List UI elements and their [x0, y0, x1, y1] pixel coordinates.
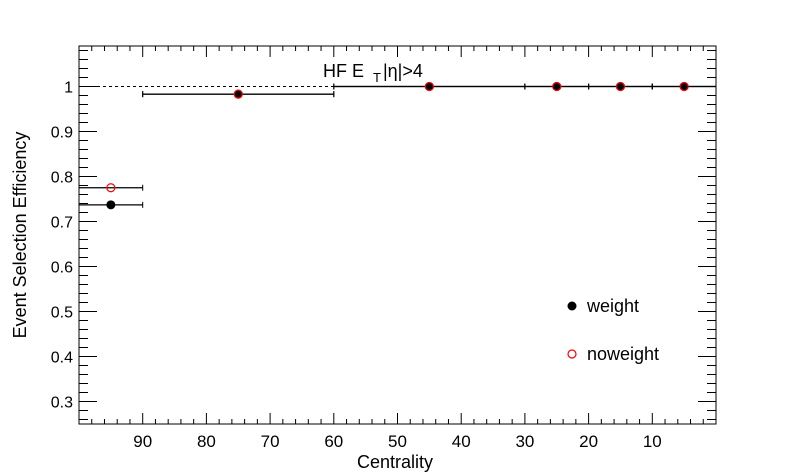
x-tick-label: 20	[579, 432, 598, 451]
data-point	[106, 183, 116, 193]
y-tick-label: 0.8	[51, 170, 73, 187]
series-noweight	[78, 81, 717, 193]
y-tick-label: 0.9	[51, 125, 73, 142]
data-point	[615, 81, 626, 92]
x-tick-label: 30	[515, 432, 534, 451]
plot-frame	[78, 45, 717, 425]
legend-marker-noweight	[567, 349, 577, 359]
x-tick-label: 70	[261, 432, 280, 451]
data-point	[424, 81, 434, 92]
legend-label-noweight: noweight	[587, 344, 659, 364]
y-tick-label: 0.5	[51, 305, 73, 322]
legend: weight noweight	[567, 296, 659, 364]
data-point	[233, 89, 243, 99]
series-weight	[78, 82, 717, 210]
x-tick-label: 80	[197, 432, 216, 451]
chart-title-main: HF E	[323, 61, 364, 81]
y-axis-label: Event Selection Efficiency	[10, 132, 30, 339]
y-tick-label: 0.7	[51, 215, 73, 232]
plot-area: 90 80 70 60 50 40 30 20 10 0.3 0.4 0.5 0.6 0.7 0.8 0.9…	[51, 45, 717, 451]
series-group	[78, 81, 717, 210]
y-tick-label: 0.4	[51, 350, 73, 367]
x-axis-ticks: 90 80 70 60 50 40 30 20 10	[91, 46, 704, 451]
chart-title-suffix: |η|>4	[383, 61, 423, 81]
data-point	[552, 81, 562, 92]
y-tick-label: 1	[64, 80, 73, 97]
chart-title: HF E T |η|>4	[323, 61, 423, 85]
x-tick-label: 60	[324, 432, 343, 451]
legend-label-weight: weight	[586, 296, 639, 316]
y-tick-label: 0.6	[51, 260, 73, 277]
y-axis-ticks: 0.3 0.4 0.5 0.6 0.7 0.8 0.9 1	[51, 50, 716, 420]
legend-item-weight: weight	[567, 296, 639, 316]
x-tick-label: 50	[388, 432, 407, 451]
y-tick-label: 0.3	[51, 395, 73, 412]
legend-item-noweight: noweight	[567, 344, 659, 364]
x-axis-label: Centrality	[357, 452, 433, 472]
chart-title-subscript: T	[373, 70, 381, 85]
x-tick-label: 40	[452, 432, 471, 451]
legend-marker-weight	[567, 301, 577, 311]
x-tick-label: 90	[133, 432, 152, 451]
x-tick-label: 10	[643, 432, 662, 451]
data-point	[106, 200, 116, 210]
data-point	[679, 81, 689, 92]
